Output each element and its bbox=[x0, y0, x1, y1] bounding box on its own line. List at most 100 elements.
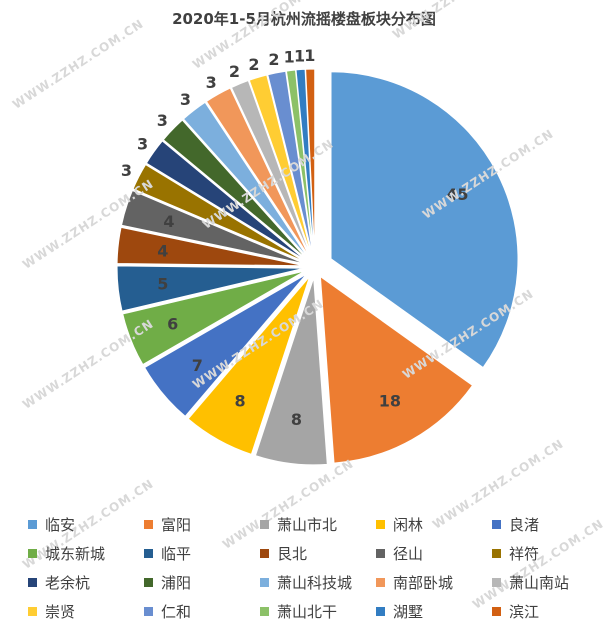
legend-label: 富阳 bbox=[161, 516, 192, 534]
pie-slice-艮北 bbox=[116, 226, 305, 267]
legend-item-临平: 临平 bbox=[144, 543, 260, 564]
legend-swatch bbox=[144, 578, 153, 587]
legend-swatch bbox=[492, 520, 501, 529]
legend-item-湖墅: 湖墅 bbox=[376, 601, 492, 622]
legend-swatch bbox=[492, 607, 501, 616]
pie-slice-老余杭 bbox=[145, 140, 307, 262]
data-label-径山: 4 bbox=[163, 212, 174, 231]
legend-item-富阳: 富阳 bbox=[144, 514, 260, 535]
legend-label: 萧山北干 bbox=[277, 603, 338, 621]
data-label-滨江: 1 bbox=[304, 46, 315, 65]
data-label-闲林: 8 bbox=[234, 392, 245, 411]
legend-item-老余杭: 老余杭 bbox=[28, 572, 144, 593]
data-label-临平: 5 bbox=[157, 275, 168, 294]
pie-slice-临平 bbox=[116, 265, 305, 312]
legend-label: 老余杭 bbox=[45, 574, 91, 592]
legend-row: 城东新城 临平 艮北 径山 祥符 bbox=[28, 539, 608, 568]
legend-swatch bbox=[260, 520, 269, 529]
legend-swatch bbox=[28, 520, 37, 529]
legend-label: 城东新城 bbox=[45, 545, 106, 563]
legend-swatch bbox=[28, 549, 37, 558]
pie-slice-闲林 bbox=[187, 276, 311, 455]
data-label-富阳: 18 bbox=[379, 392, 401, 411]
legend-item-临安: 临安 bbox=[28, 514, 144, 535]
data-label-老余杭: 3 bbox=[137, 135, 148, 154]
legend-swatch bbox=[28, 578, 37, 587]
legend-label: 滨江 bbox=[509, 603, 540, 621]
legend-swatch bbox=[376, 549, 385, 558]
legend-swatch bbox=[144, 607, 153, 616]
data-label-萧山科技城: 3 bbox=[180, 90, 191, 109]
legend-swatch bbox=[376, 607, 385, 616]
legend-item-萧山市北: 萧山市北 bbox=[260, 514, 376, 535]
pie-slice-萧山市北 bbox=[254, 277, 328, 466]
legend-label: 萧山市北 bbox=[277, 516, 338, 534]
pie-slice-城东新城 bbox=[122, 270, 306, 366]
legend-item-萧山科技城: 萧山科技城 bbox=[260, 572, 376, 593]
legend-swatch bbox=[492, 578, 501, 587]
legend-item-闲林: 闲林 bbox=[376, 514, 492, 535]
pie-slice-萧山北干 bbox=[285, 69, 315, 257]
legend-swatch bbox=[260, 549, 269, 558]
legend-label: 萧山南站 bbox=[509, 574, 570, 592]
data-label-良渚: 7 bbox=[192, 356, 203, 375]
pie-slice-径山 bbox=[120, 189, 305, 265]
data-label-临安: 45 bbox=[446, 185, 468, 204]
legend-label: 萧山科技城 bbox=[277, 574, 353, 592]
legend-item-城东新城: 城东新城 bbox=[28, 543, 144, 564]
pie-slice-滨江 bbox=[305, 68, 316, 257]
legend-row: 崇贤 仁和 萧山北干 湖墅 滨江 bbox=[28, 597, 608, 626]
legend-swatch bbox=[144, 549, 153, 558]
legend-item-艮北: 艮北 bbox=[260, 543, 376, 564]
legend-swatch bbox=[28, 607, 37, 616]
legend-label: 湖墅 bbox=[393, 603, 424, 621]
data-label-祥符: 3 bbox=[121, 161, 132, 180]
legend-label: 祥符 bbox=[509, 545, 540, 563]
legend-label: 崇贤 bbox=[45, 603, 76, 621]
legend-item-良渚: 良渚 bbox=[492, 514, 608, 535]
data-label-崇贤: 2 bbox=[248, 55, 259, 74]
pie-slice-崇贤 bbox=[248, 74, 313, 257]
data-label-湖墅: 1 bbox=[294, 47, 305, 66]
legend-item-径山: 径山 bbox=[376, 543, 492, 564]
pie-slice-良渚 bbox=[143, 273, 307, 418]
legend-label: 浦阳 bbox=[161, 574, 192, 592]
chart-title: 2020年1-5月杭州流摇楼盘板块分布图 bbox=[172, 10, 436, 28]
legend-label: 径山 bbox=[393, 545, 424, 563]
pie-slice-祥符 bbox=[132, 163, 306, 263]
data-label-浦阳: 3 bbox=[157, 111, 168, 130]
pie-slice-萧山科技城 bbox=[182, 101, 309, 259]
legend-swatch bbox=[260, 607, 269, 616]
legend-label: 南部卧城 bbox=[393, 574, 454, 592]
legend-swatch bbox=[144, 520, 153, 529]
pie-slice-浦阳 bbox=[162, 119, 308, 260]
legend-item-滨江: 滨江 bbox=[492, 601, 608, 622]
data-label-艮北: 4 bbox=[157, 241, 168, 260]
legend-label: 闲林 bbox=[393, 516, 424, 534]
legend-label: 仁和 bbox=[161, 603, 192, 621]
data-label-城东新城: 6 bbox=[167, 314, 178, 333]
legend-label: 临安 bbox=[45, 516, 76, 534]
pie-slice-仁和 bbox=[267, 70, 314, 257]
legend-label: 良渚 bbox=[509, 516, 540, 534]
legend-item-萧山南站: 萧山南站 bbox=[492, 572, 608, 593]
data-label-萧山北干: 1 bbox=[284, 48, 295, 67]
data-label-萧山南站: 2 bbox=[229, 62, 240, 81]
legend-item-浦阳: 浦阳 bbox=[144, 572, 260, 593]
data-label-仁和: 2 bbox=[268, 50, 279, 69]
legend-swatch bbox=[376, 578, 385, 587]
legend-row: 临安 富阳 萧山市北 闲林 良渚 bbox=[28, 510, 608, 539]
legend-item-萧山北干: 萧山北干 bbox=[260, 601, 376, 622]
legend-label: 临平 bbox=[161, 545, 192, 563]
pie-slice-南部卧城 bbox=[205, 87, 311, 258]
legend-swatch bbox=[260, 578, 269, 587]
legend-swatch bbox=[492, 549, 501, 558]
legend-label: 艮北 bbox=[277, 545, 308, 563]
pie-slice-萧山南站 bbox=[230, 79, 312, 258]
legend-swatch bbox=[376, 520, 385, 529]
data-label-萧山市北: 8 bbox=[291, 410, 302, 429]
legend-item-仁和: 仁和 bbox=[144, 601, 260, 622]
legend-item-南部卧城: 南部卧城 bbox=[376, 572, 492, 593]
pie-slice-临安 bbox=[330, 71, 519, 369]
